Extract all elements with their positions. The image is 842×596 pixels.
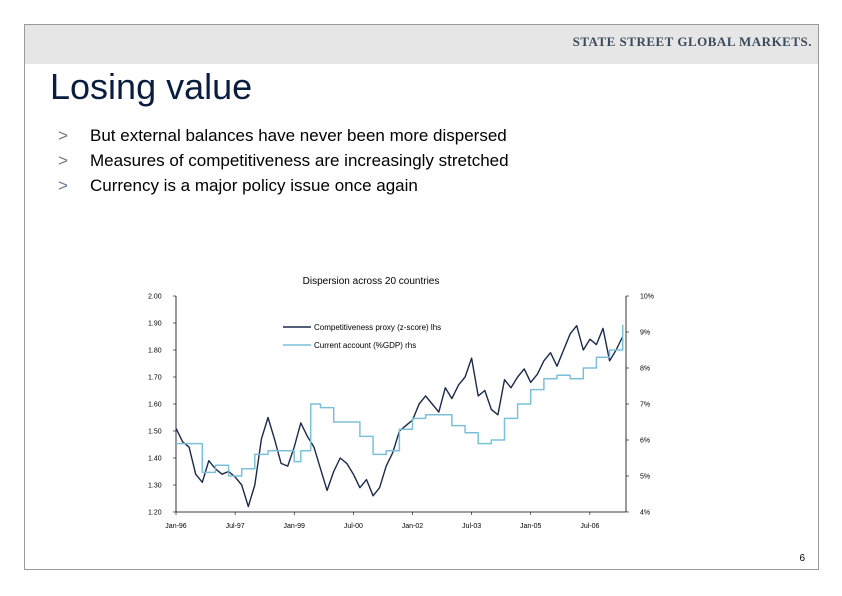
slide-title: Losing value [50, 66, 253, 107]
current-account-series-line [176, 324, 624, 477]
y-tick-label-right: 5% [640, 474, 650, 481]
x-tick-label: Jan-02 [402, 523, 424, 530]
header-band [25, 25, 818, 64]
x-tick-label: Jul-03 [462, 523, 481, 530]
slide-frame [24, 24, 819, 570]
bullet-marker: > [58, 151, 68, 170]
y-tick-label-right: 6% [640, 438, 650, 445]
legend-label-competitiveness: Competitiveness proxy (z-score) lhs [314, 323, 441, 332]
x-tick-label: Jan-96 [165, 523, 187, 530]
y-tick-label-left: 1.90 [148, 321, 162, 328]
x-tick-label: Jul-00 [344, 523, 363, 530]
x-tick-label: Jan-05 [520, 523, 542, 530]
bullet-text: Measures of competitiveness are increasi… [90, 151, 509, 170]
y-tick-label-left: 1.70 [148, 375, 162, 382]
y-tick-label-left: 1.50 [148, 429, 162, 436]
bullet-list: > But external balances have never been m… [58, 126, 509, 201]
y-tick-label-left: 1.80 [148, 348, 162, 355]
bullet-marker: > [58, 126, 68, 145]
y-tick-label-left: 2.00 [148, 294, 162, 301]
competitiveness-series-line [175, 325, 624, 508]
bullet-text: But external balances have never been mo… [90, 126, 507, 145]
y-tick-label-left: 1.20 [148, 510, 162, 517]
bullet-item: > Measures of competitiveness are increas… [58, 151, 509, 176]
bullet-marker: > [58, 176, 68, 195]
y-tick-label-right: 7% [640, 402, 650, 409]
bullet-item: > Currency is a major policy issue once a… [58, 176, 509, 201]
legend-label-current-account: Current account (%GDP) rhs [314, 341, 416, 350]
x-tick-label: Jul-97 [226, 523, 245, 530]
x-tick-label: Jul-06 [580, 523, 599, 530]
state-street-logo: STATE STREET GLOBAL MARKETS. [572, 34, 812, 49]
bullet-item: > But external balances have never been m… [58, 126, 509, 151]
page-number: 6 [799, 553, 805, 564]
y-tick-label-right: 9% [640, 330, 650, 337]
y-tick-label-right: 4% [640, 510, 650, 517]
y-tick-label-left: 1.30 [148, 483, 162, 490]
y-tick-label-right: 10% [640, 294, 654, 301]
y-tick-label-left: 1.40 [148, 456, 162, 463]
y-tick-label-left: 1.60 [148, 402, 162, 409]
chart-title: Dispersion across 20 countries [303, 276, 440, 287]
y-tick-label-right: 8% [640, 366, 650, 373]
bullet-text: Currency is a major policy issue once ag… [90, 176, 418, 195]
x-tick-label: Jan-99 [284, 523, 306, 530]
